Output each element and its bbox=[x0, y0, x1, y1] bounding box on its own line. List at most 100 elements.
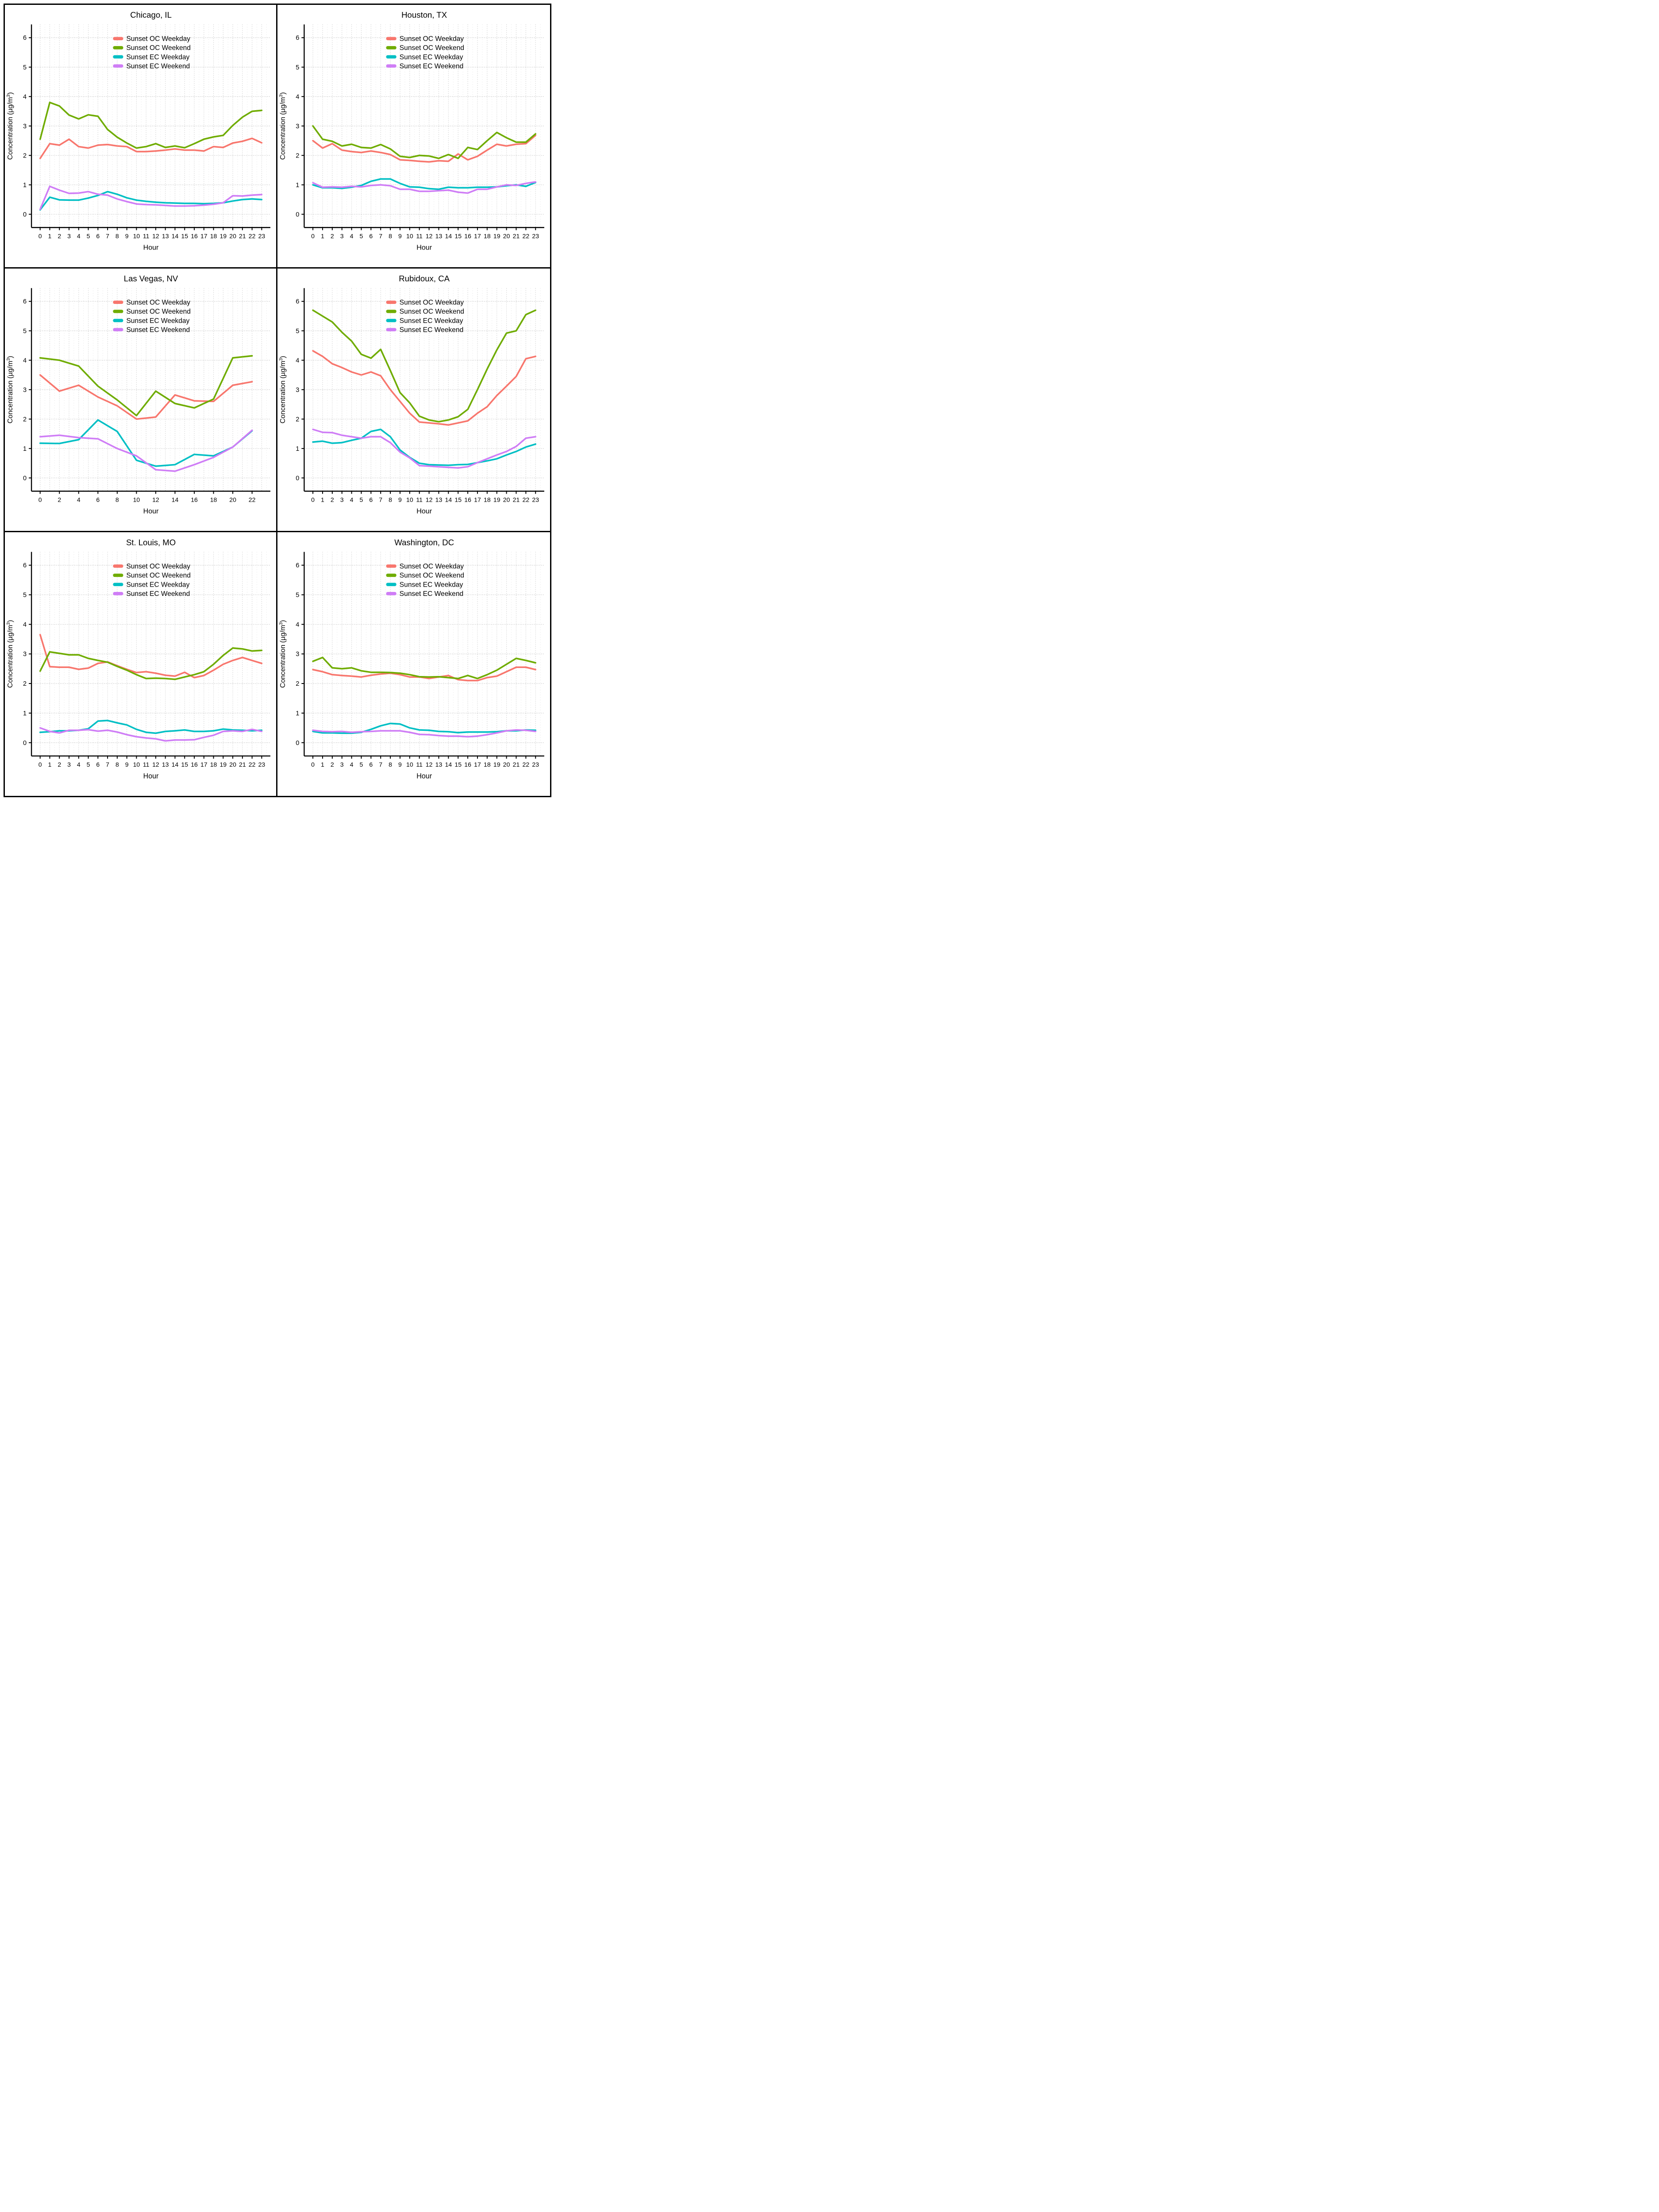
x-tick-label: 1 bbox=[321, 232, 324, 239]
x-tick-label: 6 bbox=[369, 232, 373, 239]
x-tick-label: 15 bbox=[454, 496, 462, 503]
legend-label-sunset-oc-weekend: Sunset OC Weekend bbox=[126, 308, 190, 315]
x-tick-label: 18 bbox=[484, 232, 491, 239]
legend-swatch-sunset-ec-weekday bbox=[113, 319, 123, 323]
chart-cell-rubidoux-ca: 0 1 2 3 4 5 6 0 1 2 3 4 5 6 7 8 9 10 11 12 13 14 15 16 17 18 19 20 2… bbox=[277, 268, 550, 532]
x-tick-label: 7 bbox=[106, 232, 109, 239]
chart-cell-st-louis-mo: 0 1 2 3 4 5 6 0 1 2 3 4 5 6 7 8 9 10 11 12 13 14 15 16 17 18 19 20 2… bbox=[5, 532, 277, 796]
x-tick-label: 5 bbox=[87, 232, 90, 239]
x-tick-label: 6 bbox=[369, 496, 373, 503]
gridlines bbox=[31, 24, 270, 228]
x-tick-label: 2 bbox=[331, 232, 334, 239]
x-tick-label: 20 bbox=[503, 761, 510, 768]
x-tick-label: 1 bbox=[321, 761, 324, 768]
x-tick-label: 13 bbox=[162, 761, 169, 768]
x-tick-label: 22 bbox=[523, 761, 530, 768]
y-tick-label: 3 bbox=[296, 387, 299, 394]
x-tick-label: 14 bbox=[172, 761, 179, 768]
y-tick-label: 6 bbox=[296, 298, 299, 305]
legend-label-sunset-ec-weekday: Sunset EC Weekday bbox=[400, 581, 463, 588]
chart-grid: 0 1 2 3 4 5 6 0 1 2 3 4 5 6 7 8 9 10 11 12 13 14 15 16 17 18 19 20 2… bbox=[5, 5, 550, 796]
x-tick-label: 3 bbox=[67, 232, 71, 239]
x-tick-label: 4 bbox=[77, 232, 81, 239]
series-sunset-ec-weekend bbox=[39, 185, 263, 210]
x-tick-label: 14 bbox=[172, 232, 179, 239]
series-sunset-ec-weekend bbox=[312, 729, 536, 737]
y-tick-label: 1 bbox=[296, 710, 299, 717]
y-tick-label: 1 bbox=[296, 182, 299, 189]
y-tick-label: 2 bbox=[296, 152, 299, 159]
x-tick-label: 16 bbox=[191, 496, 198, 503]
x-tick-label: 18 bbox=[210, 761, 217, 768]
legend-label-sunset-oc-weekend: Sunset OC Weekend bbox=[400, 44, 464, 52]
x-tick-label: 16 bbox=[191, 761, 198, 768]
y-tick-label: 5 bbox=[23, 328, 27, 335]
x-tick-label: 9 bbox=[125, 232, 129, 239]
x-tick-label: 5 bbox=[87, 761, 90, 768]
x-tick-label: 11 bbox=[416, 232, 423, 239]
x-tick-label: 3 bbox=[67, 761, 71, 768]
x-tick-label: 17 bbox=[474, 232, 481, 239]
legend-label-sunset-oc-weekday: Sunset OC Weekday bbox=[400, 35, 464, 43]
x-tick-label: 8 bbox=[115, 232, 119, 239]
series-sunset-oc-weekday bbox=[39, 137, 263, 159]
legend-label-sunset-oc-weekday: Sunset OC Weekday bbox=[400, 563, 464, 570]
legend-swatch-sunset-oc-weekday bbox=[113, 564, 123, 568]
x-tick-label: 16 bbox=[191, 232, 198, 239]
x-tick-label: 1 bbox=[321, 496, 324, 503]
legend-swatch-sunset-ec-weekday bbox=[386, 583, 396, 586]
x-tick-label: 14 bbox=[445, 761, 452, 768]
x-tick-label: 9 bbox=[398, 761, 402, 768]
x-tick-label: 21 bbox=[239, 761, 246, 768]
series-sunset-oc-weekend bbox=[39, 647, 263, 680]
legend-swatch-sunset-ec-weekend bbox=[386, 328, 396, 331]
x-tick-label: 16 bbox=[464, 496, 471, 503]
y-tick-label: 0 bbox=[296, 211, 299, 218]
y-tick-label: 1 bbox=[23, 182, 27, 189]
x-tick-label: 2 bbox=[58, 496, 61, 503]
legend-swatch-sunset-ec-weekend bbox=[386, 64, 396, 68]
y-tick-label: 4 bbox=[23, 357, 27, 364]
series-sunset-ec-weekend bbox=[39, 727, 263, 742]
legend-label-sunset-ec-weekday: Sunset EC Weekday bbox=[126, 581, 189, 588]
series-sunset-oc-weekend bbox=[312, 125, 536, 159]
x-tick-label: 15 bbox=[181, 232, 188, 239]
x-tick-label: 5 bbox=[360, 232, 363, 239]
x-tick-label: 5 bbox=[360, 496, 363, 503]
y-tick-label: 3 bbox=[23, 123, 27, 130]
legend-label-sunset-ec-weekend: Sunset EC Weekend bbox=[126, 62, 190, 70]
y-tick-label: 1 bbox=[23, 445, 27, 453]
x-tick-label: 2 bbox=[58, 232, 61, 239]
series-sunset-oc-weekend bbox=[312, 309, 536, 422]
x-tick-label: 12 bbox=[426, 761, 433, 768]
y-tick-label: 0 bbox=[23, 475, 27, 482]
x-tick-label: 12 bbox=[426, 232, 433, 239]
x-tick-label: 2 bbox=[331, 496, 334, 503]
x-tick-label: 4 bbox=[350, 761, 354, 768]
gridlines bbox=[304, 288, 544, 492]
y-tick-label: 2 bbox=[296, 680, 299, 687]
x-tick-label: 17 bbox=[200, 761, 208, 768]
series-sunset-ec-weekend bbox=[312, 181, 536, 194]
x-axis-label: Hour bbox=[416, 244, 432, 252]
legend-swatch-sunset-oc-weekday bbox=[113, 300, 123, 304]
figure-panel-grid: 0 1 2 3 4 5 6 0 1 2 3 4 5 6 7 8 9 10 11 12 13 14 15 16 17 18 19 20 2… bbox=[4, 4, 551, 797]
x-tick-label: 16 bbox=[464, 761, 471, 768]
y-axis-label: Concentration (µg/m3) bbox=[6, 92, 14, 160]
x-tick-label: 9 bbox=[125, 761, 129, 768]
legend-label-sunset-oc-weekday: Sunset OC Weekday bbox=[126, 35, 190, 42]
x-tick-label: 13 bbox=[435, 761, 443, 768]
x-axis-label: Hour bbox=[143, 507, 159, 515]
x-tick-label: 20 bbox=[229, 232, 236, 239]
x-tick-label: 4 bbox=[77, 761, 81, 768]
chart-title: Rubidoux, CA bbox=[399, 274, 450, 283]
y-tick-label: 0 bbox=[296, 475, 299, 482]
x-tick-label: 14 bbox=[445, 232, 452, 239]
chart-title: Chicago, IL bbox=[130, 10, 172, 19]
x-tick-label: 8 bbox=[389, 761, 392, 768]
gridlines bbox=[304, 552, 544, 756]
y-tick-label: 0 bbox=[23, 211, 27, 218]
